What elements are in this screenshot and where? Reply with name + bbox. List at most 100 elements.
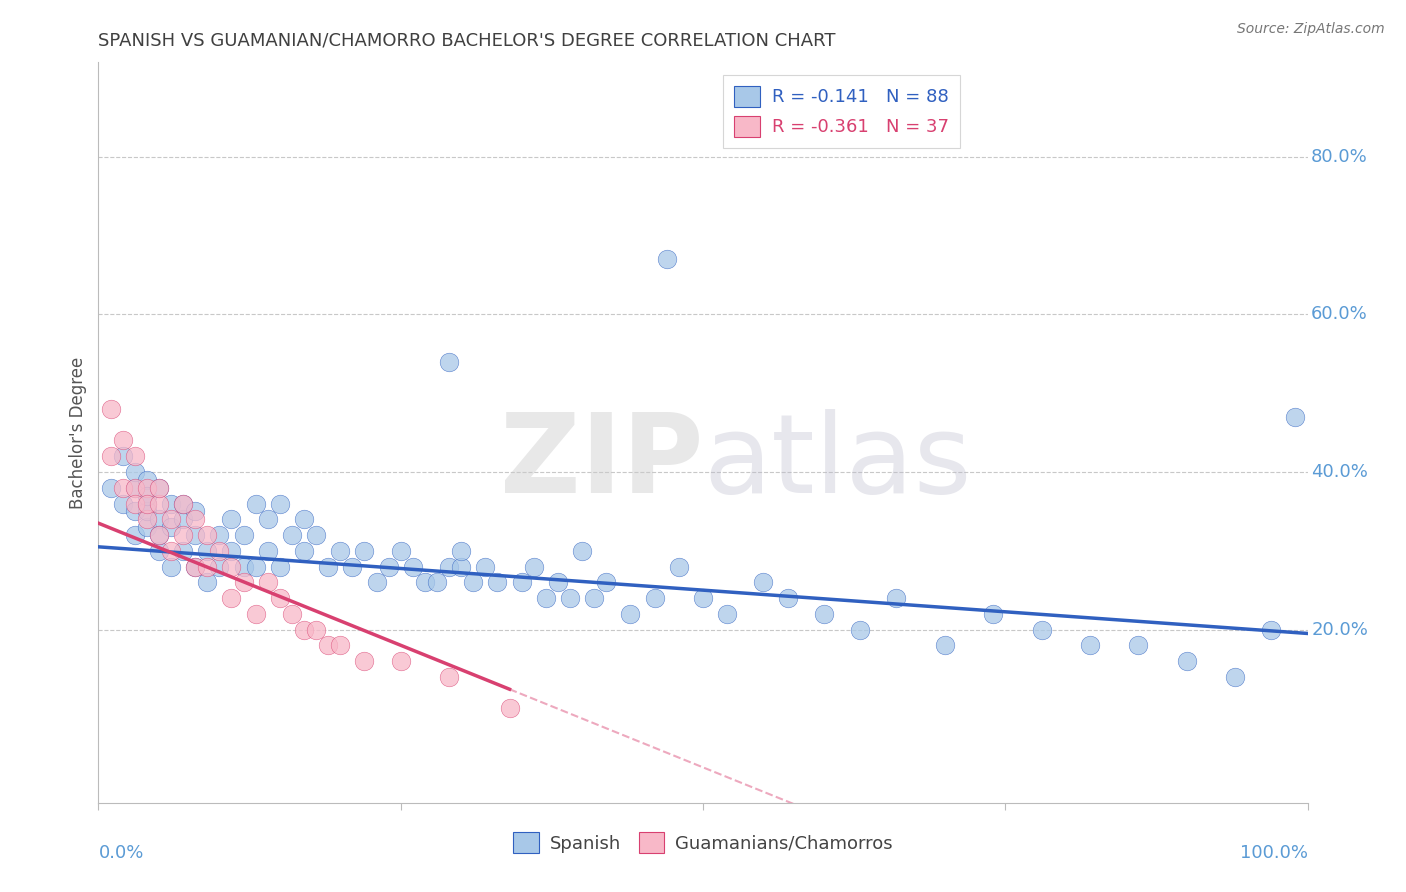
Point xyxy=(148,543,170,558)
Text: 20.0%: 20.0% xyxy=(1312,621,1368,639)
Point xyxy=(135,496,157,510)
Point xyxy=(547,575,569,590)
Point xyxy=(172,496,194,510)
Point xyxy=(256,575,278,590)
Point xyxy=(413,575,436,590)
Point xyxy=(124,481,146,495)
Point xyxy=(1031,623,1053,637)
Point xyxy=(668,559,690,574)
Point xyxy=(184,504,207,518)
Point xyxy=(353,543,375,558)
Point xyxy=(124,465,146,479)
Point xyxy=(245,496,267,510)
Point xyxy=(450,559,472,574)
Point xyxy=(1128,638,1150,652)
Point xyxy=(172,496,194,510)
Point xyxy=(981,607,1004,621)
Point xyxy=(692,591,714,605)
Point xyxy=(172,528,194,542)
Point xyxy=(245,559,267,574)
Point xyxy=(776,591,799,605)
Point xyxy=(342,559,364,574)
Point xyxy=(208,559,231,574)
Point xyxy=(1175,654,1198,668)
Point xyxy=(208,528,231,542)
Point xyxy=(752,575,775,590)
Text: 60.0%: 60.0% xyxy=(1312,305,1368,324)
Point xyxy=(437,559,460,574)
Point xyxy=(160,496,183,510)
Point xyxy=(1260,623,1282,637)
Point xyxy=(124,481,146,495)
Point xyxy=(463,575,485,590)
Text: 100.0%: 100.0% xyxy=(1240,844,1308,862)
Point xyxy=(135,496,157,510)
Point xyxy=(426,575,449,590)
Point xyxy=(450,543,472,558)
Point xyxy=(571,543,593,558)
Point xyxy=(111,449,134,463)
Point xyxy=(221,543,243,558)
Point xyxy=(498,701,520,715)
Point xyxy=(160,543,183,558)
Point xyxy=(474,559,496,574)
Point xyxy=(281,607,304,621)
Point xyxy=(389,543,412,558)
Point xyxy=(292,543,315,558)
Point xyxy=(148,512,170,526)
Point xyxy=(184,528,207,542)
Point xyxy=(195,528,218,542)
Point xyxy=(148,481,170,495)
Point xyxy=(135,504,157,518)
Point xyxy=(124,528,146,542)
Point xyxy=(1223,670,1246,684)
Point xyxy=(160,512,183,526)
Point xyxy=(583,591,606,605)
Point xyxy=(595,575,617,590)
Point xyxy=(256,512,278,526)
Text: SPANISH VS GUAMANIAN/CHAMORRO BACHELOR'S DEGREE CORRELATION CHART: SPANISH VS GUAMANIAN/CHAMORRO BACHELOR'S… xyxy=(98,32,837,50)
Point xyxy=(160,520,183,534)
Text: 40.0%: 40.0% xyxy=(1312,463,1368,481)
Text: 80.0%: 80.0% xyxy=(1312,148,1368,166)
Point xyxy=(208,543,231,558)
Point xyxy=(195,575,218,590)
Point xyxy=(232,575,254,590)
Point xyxy=(353,654,375,668)
Point xyxy=(281,528,304,542)
Point xyxy=(366,575,388,590)
Point xyxy=(934,638,956,652)
Point xyxy=(135,520,157,534)
Point xyxy=(100,449,122,463)
Point xyxy=(269,559,291,574)
Point xyxy=(523,559,546,574)
Point xyxy=(124,449,146,463)
Point xyxy=(1284,409,1306,424)
Point xyxy=(135,489,157,503)
Point xyxy=(1078,638,1101,652)
Point xyxy=(221,512,243,526)
Point xyxy=(329,638,352,652)
Point xyxy=(534,591,557,605)
Point xyxy=(644,591,666,605)
Point xyxy=(111,496,134,510)
Point xyxy=(135,481,157,495)
Point xyxy=(221,591,243,605)
Point xyxy=(316,559,339,574)
Point xyxy=(184,512,207,526)
Point xyxy=(124,496,146,510)
Point xyxy=(232,559,254,574)
Point xyxy=(160,559,183,574)
Point xyxy=(486,575,509,590)
Point xyxy=(316,638,339,652)
Point xyxy=(269,591,291,605)
Legend: Spanish, Guamanians/Chamorros: Spanish, Guamanians/Chamorros xyxy=(506,825,900,861)
Point xyxy=(402,559,425,574)
Point xyxy=(232,528,254,542)
Point xyxy=(329,543,352,558)
Point xyxy=(135,473,157,487)
Point xyxy=(148,481,170,495)
Point xyxy=(124,504,146,518)
Point xyxy=(558,591,581,605)
Point xyxy=(305,623,328,637)
